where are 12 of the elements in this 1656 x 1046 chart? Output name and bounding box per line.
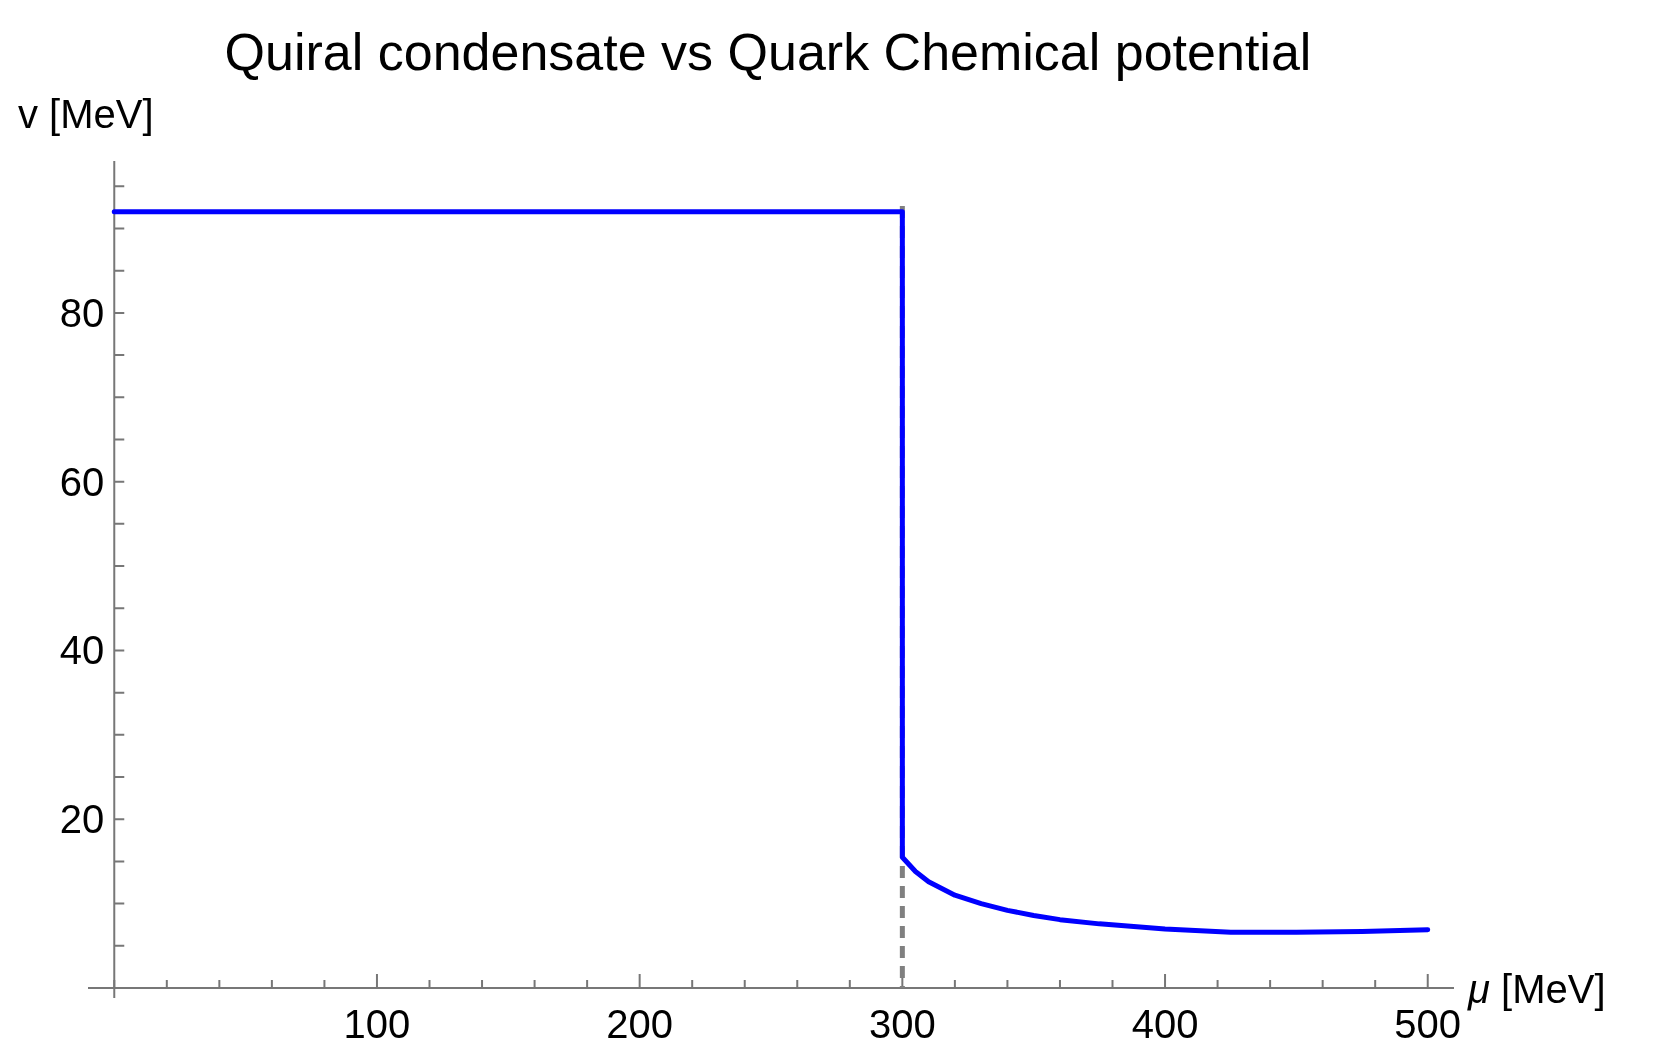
x-tick-label: 100: [343, 1002, 411, 1046]
x-tick-label: 300: [868, 1002, 936, 1046]
y-tick-label: 40: [59, 628, 105, 673]
y-axis-title: v [MeV]: [18, 92, 154, 136]
chart-title: Quiral condensate vs Quark Chemical potential: [224, 23, 1312, 81]
x-tick-label: 500: [1394, 1002, 1462, 1046]
y-tick-label: 80: [59, 290, 105, 335]
y-tick-label: 60: [59, 459, 105, 504]
x-tick-label: 200: [606, 1002, 674, 1046]
x-tick-label: 400: [1131, 1002, 1199, 1046]
x-axis-title: μ [MeV]: [1467, 967, 1606, 1011]
y-tick-label: 20: [59, 797, 105, 842]
